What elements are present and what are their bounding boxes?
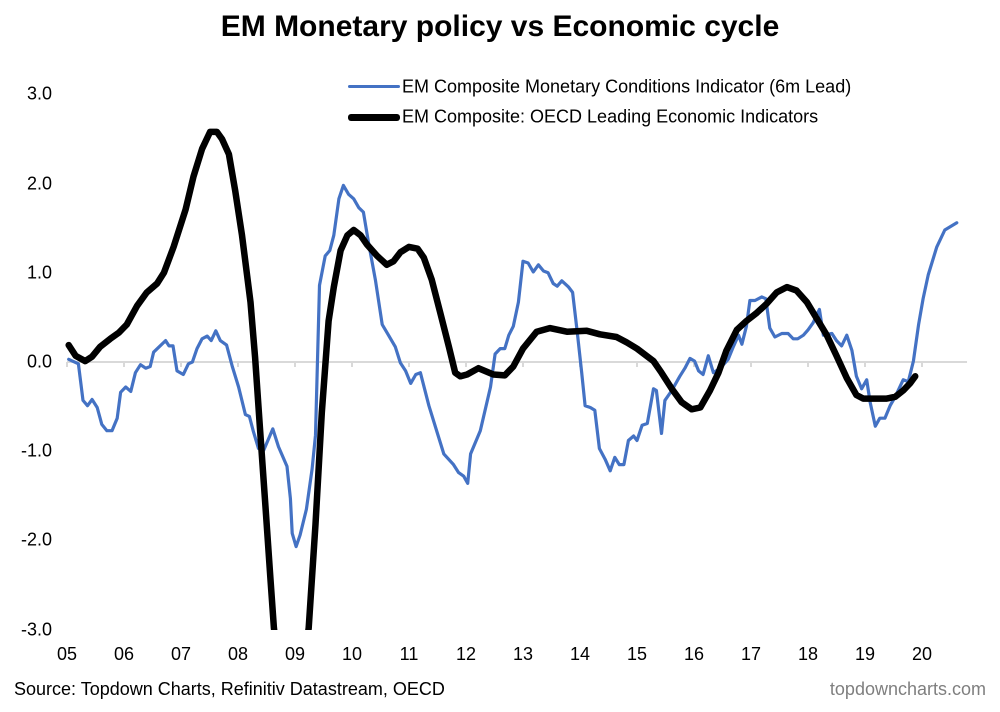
x-tick-label: 08 [227, 644, 249, 664]
y-tick-label: 1.0 [26, 262, 52, 283]
x-tick-label: 16 [683, 644, 705, 664]
x-tick-label: 05 [56, 644, 78, 664]
x-tick-label: 09 [284, 644, 306, 664]
x-tick-label: 19 [854, 644, 876, 664]
source-note: Source: Topdown Charts, Refinitiv Datast… [14, 679, 445, 699]
series-line-oecd-lei [65, 128, 919, 630]
legend-label-mci: EM Composite Monetary Conditions Indicat… [402, 76, 852, 97]
x-tick-label: 15 [626, 644, 648, 664]
x-tick-label: 13 [512, 644, 534, 664]
x-tick-label: 11 [399, 644, 419, 664]
x-tick-label: 14 [569, 644, 591, 664]
y-tick-label: -2.0 [20, 529, 52, 550]
x-tick-label: 20 [911, 644, 933, 664]
y-tick-label: 3.0 [26, 83, 52, 104]
y-tick-label: 2.0 [26, 173, 52, 194]
legend-swatch-mci [348, 85, 400, 88]
y-tick-label: 0.0 [26, 351, 52, 372]
x-tick-label: 06 [113, 644, 135, 664]
x-tick-label: 10 [341, 644, 363, 664]
x-tick-label: 18 [797, 644, 819, 664]
watermark: topdowncharts.com [829, 679, 986, 699]
chart-title: EM Monetary policy vs Economic cycle [220, 10, 780, 43]
x-tick-label: 12 [455, 644, 477, 664]
legend-swatch-oecd-lei [348, 114, 400, 121]
series-line-mci [67, 183, 959, 549]
x-tick-label: 07 [170, 644, 192, 664]
x-tick-label: 17 [740, 644, 762, 664]
legend-label-oecd-lei: EM Composite: OECD Leading Economic Indi… [402, 106, 819, 127]
y-tick-label: -1.0 [20, 440, 52, 461]
y-tick-label: -3.0 [20, 619, 52, 640]
